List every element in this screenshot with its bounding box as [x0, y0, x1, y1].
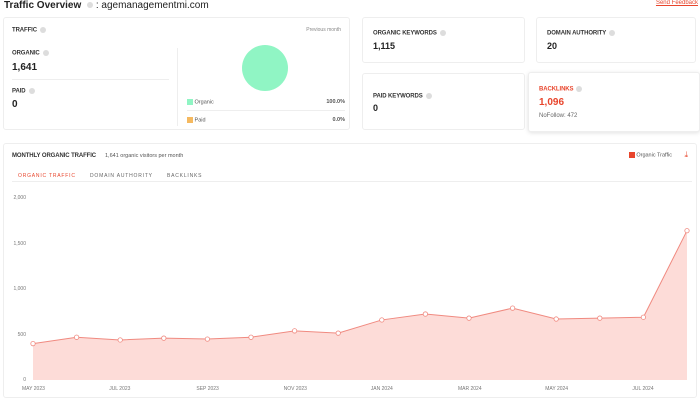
legend-paid: Paid 0.0%	[187, 117, 345, 123]
domain-authority-card: DOMAIN AUTHORITY 20	[536, 17, 696, 63]
send-feedback-link[interactable]: Send Feedback	[655, 0, 698, 6]
data-point	[204, 336, 210, 342]
data-point	[30, 340, 36, 347]
paid-value: 0	[12, 99, 18, 110]
organic-label: ORGANIC	[12, 50, 49, 57]
organic-keywords-value: 1,115	[373, 41, 396, 51]
series-line	[32, 230, 688, 345]
divider	[12, 181, 692, 182]
backlinks-card[interactable]: BACKLINKS 1,096 NoFollow: 472	[528, 72, 700, 132]
paid-swatch	[187, 117, 193, 123]
data-point	[74, 334, 80, 340]
period-label: Previous month	[306, 27, 341, 33]
y-tick-label: 2,000	[13, 195, 26, 201]
monthly-title: MONTHLY ORGANIC TRAFFIC	[12, 153, 97, 159]
traffic-card: TRAFFIC Previous month ORGANIC 1,641 PAI…	[3, 17, 350, 130]
info-icon	[87, 2, 94, 9]
x-tick-label: JUL 2024	[632, 386, 654, 392]
organic-swatch	[187, 99, 193, 105]
info-icon	[439, 30, 446, 36]
domain-authority-value: 20	[547, 41, 558, 51]
divider	[187, 110, 345, 111]
y-tick-label: 0	[23, 377, 26, 383]
data-point	[640, 314, 647, 320]
x-tick-label: MAR 2024	[458, 386, 482, 392]
organic-keywords-card: ORGANIC KEYWORDS 1,115	[362, 17, 525, 63]
y-tick-label: 500	[17, 331, 26, 338]
nofollow-count: NoFollow: 472	[539, 113, 578, 119]
data-point	[509, 305, 516, 311]
data-point	[291, 328, 298, 334]
x-tick-label: JUL 2023	[109, 386, 131, 392]
info-icon	[39, 27, 46, 33]
x-tick-label: MAY 2023	[22, 386, 45, 392]
divider	[12, 79, 169, 80]
x-tick-label: SEP 2023	[196, 386, 219, 392]
info-icon	[609, 30, 616, 36]
divider	[177, 48, 178, 126]
paid-keywords-card: PAID KEYWORDS 0	[362, 73, 525, 130]
data-point	[161, 335, 167, 341]
info-icon	[576, 86, 583, 92]
organic-value: 1,641	[12, 62, 38, 73]
traffic-pie-chart	[242, 45, 288, 91]
page-title: Traffic Overview : agemanagementmi.com	[4, 0, 209, 11]
tab-domain-authority[interactable]: DOMAIN AUTHORITY	[90, 173, 153, 179]
data-point	[466, 315, 472, 321]
legend-swatch	[628, 152, 635, 158]
data-point	[248, 334, 254, 340]
x-tick-label: JAN 2024	[370, 386, 393, 392]
data-point	[379, 317, 385, 323]
backlinks-value: 1,096	[539, 97, 565, 108]
x-tick-label: MAY 2024	[545, 386, 569, 392]
traffic-label: TRAFFIC	[12, 27, 46, 34]
paid-label: PAID	[12, 88, 35, 95]
monthly-subtitle: 1,641 organic visitors per month	[105, 153, 184, 159]
y-tick-label: 1,000	[13, 286, 26, 292]
data-point	[684, 228, 690, 234]
domain-name: : agemanagementmi.com	[95, 0, 209, 11]
y-tick-label: 1,500	[13, 240, 26, 247]
data-point	[553, 316, 559, 322]
data-point	[597, 315, 603, 321]
legend-organic: Organic 100.0%	[187, 99, 345, 105]
data-point	[422, 311, 428, 317]
chart-legend[interactable]: Organic Traffic	[628, 152, 672, 158]
info-icon	[425, 93, 432, 99]
area-fill	[33, 230, 687, 380]
download-icon[interactable]: ⤓	[684, 150, 688, 159]
info-icon	[28, 88, 35, 94]
data-point	[335, 330, 341, 336]
tab-backlinks[interactable]: BACKLINKS	[167, 173, 203, 179]
paid-keywords-value: 0	[373, 103, 379, 113]
info-icon	[42, 50, 49, 56]
data-point	[117, 337, 123, 343]
x-tick-label: NOV 2023	[283, 386, 307, 392]
